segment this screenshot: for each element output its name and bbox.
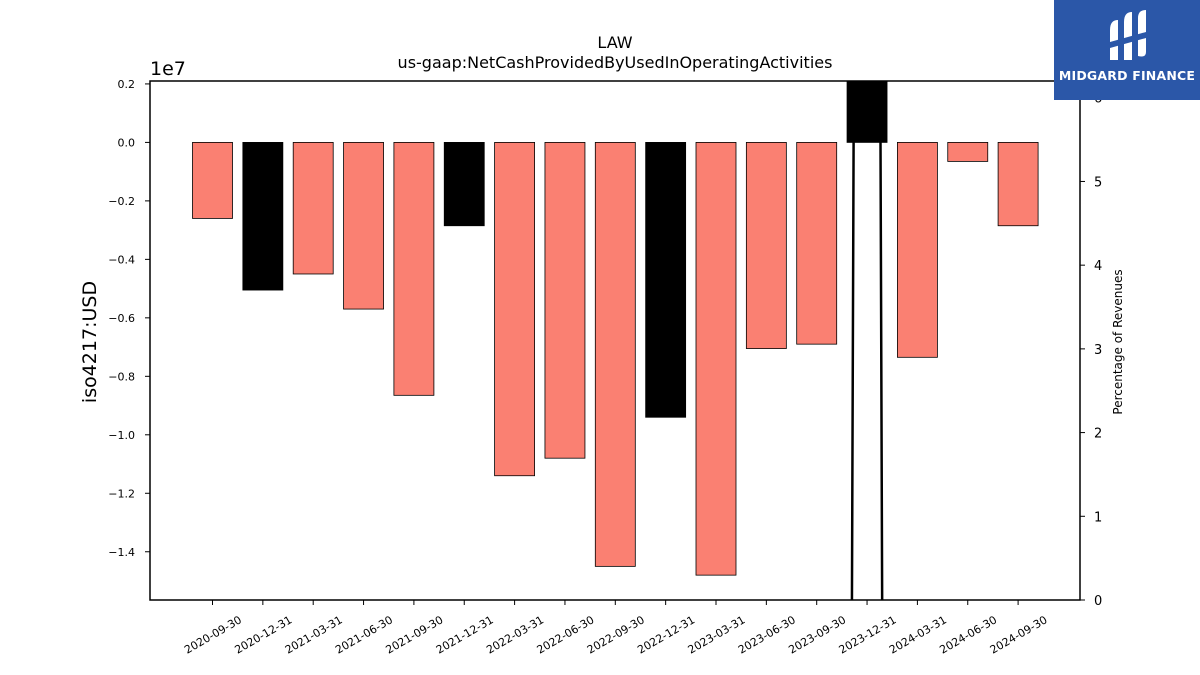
y-axis-label: iso4217:USD — [79, 281, 101, 403]
y-tick-label: 0.2 — [118, 78, 136, 91]
y2-tick-label: 1 — [1094, 510, 1102, 525]
y2-tick-label: 0 — [1094, 594, 1102, 609]
y-tick-label: −1.2 — [108, 487, 135, 500]
bar-2021-12-31 — [443, 142, 485, 227]
bar-2023-09-30 — [796, 142, 838, 345]
chart-title: LAW — [597, 33, 632, 52]
y2-tick-label: 5 — [1094, 175, 1102, 190]
logo-text: MIDGARD FINANCE — [1058, 68, 1196, 83]
y-axis-ticks: 0.2 0.0 −0.2 −0.4 −0.6 −0.8 −1.0 −1.2 −1.4 — [108, 78, 150, 559]
bar-2021-09-30 — [393, 142, 435, 396]
bar-2023-06-30 — [745, 142, 787, 349]
bar-2021-06-30 — [343, 142, 384, 310]
bar-2022-06-30 — [544, 142, 586, 459]
bar-2020-12-31 — [242, 142, 284, 291]
bar-2023-03-31 — [695, 142, 737, 576]
y-tick-label: −0.6 — [108, 312, 135, 325]
y-tick-label: −1.4 — [108, 546, 135, 559]
bar-2022-12-31 — [645, 142, 687, 418]
bar-2024-03-31 — [897, 142, 938, 358]
y2-tick-label: 2 — [1094, 427, 1102, 442]
plot-frame — [149, 80, 1081, 601]
bar-2021-03-31 — [292, 142, 334, 275]
bar-2024-06-30 — [947, 142, 989, 162]
y-tick-label: −0.8 — [108, 370, 135, 383]
y-tick-label: −0.4 — [108, 253, 135, 266]
x-tick-label: 2024-09-30 — [988, 613, 1050, 656]
y2-tick-label: 3 — [1094, 343, 1102, 358]
y-tick-label: 0.0 — [118, 136, 136, 149]
bar-group — [192, 81, 1039, 576]
bar-2024-09-30 — [997, 142, 1039, 227]
bar-2022-03-31 — [494, 142, 536, 477]
bar-2022-09-30 — [594, 142, 636, 567]
y2-axis-ticks: 0123456 — [1080, 92, 1102, 609]
y2-tick-label: 4 — [1094, 259, 1102, 274]
y-offset-label: 1e7 — [150, 58, 186, 80]
midgard-logo-icon — [1110, 10, 1146, 60]
bar-2020-09-30 — [192, 142, 233, 219]
y2-axis-label: Percentage of Revenues — [1111, 269, 1125, 414]
y-tick-label: −0.2 — [108, 195, 135, 208]
chart-subtitle: us-gaap:NetCashProvidedByUsedInOperating… — [398, 53, 833, 72]
y-tick-label: −1.0 — [108, 429, 135, 442]
brand-logo: MIDGARD FINANCE — [1054, 0, 1200, 100]
x-axis-ticks: 2020-09-302020-12-312021-03-312021-06-30… — [182, 600, 1050, 657]
